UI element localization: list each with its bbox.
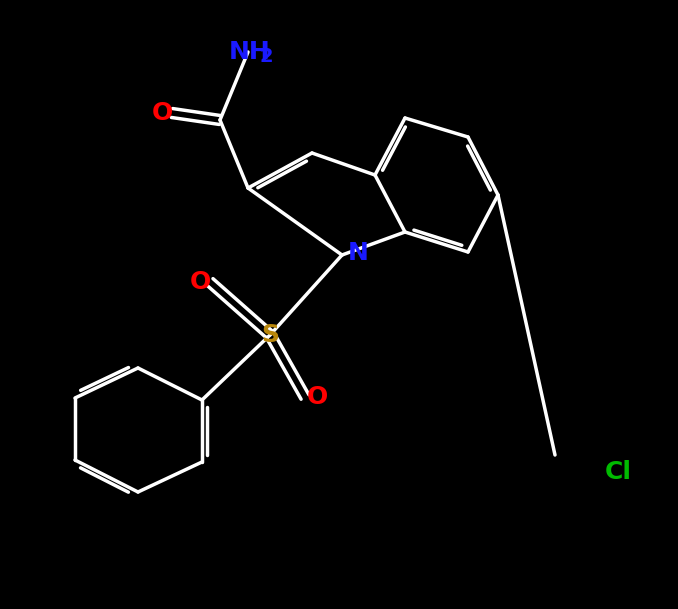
Text: S: S [261,323,279,347]
Text: O: O [189,270,211,294]
Text: 2: 2 [259,48,273,66]
Text: O: O [306,385,327,409]
Text: NH: NH [229,40,271,64]
Text: Cl: Cl [605,460,631,484]
Text: O: O [151,101,173,125]
Text: N: N [348,241,368,265]
